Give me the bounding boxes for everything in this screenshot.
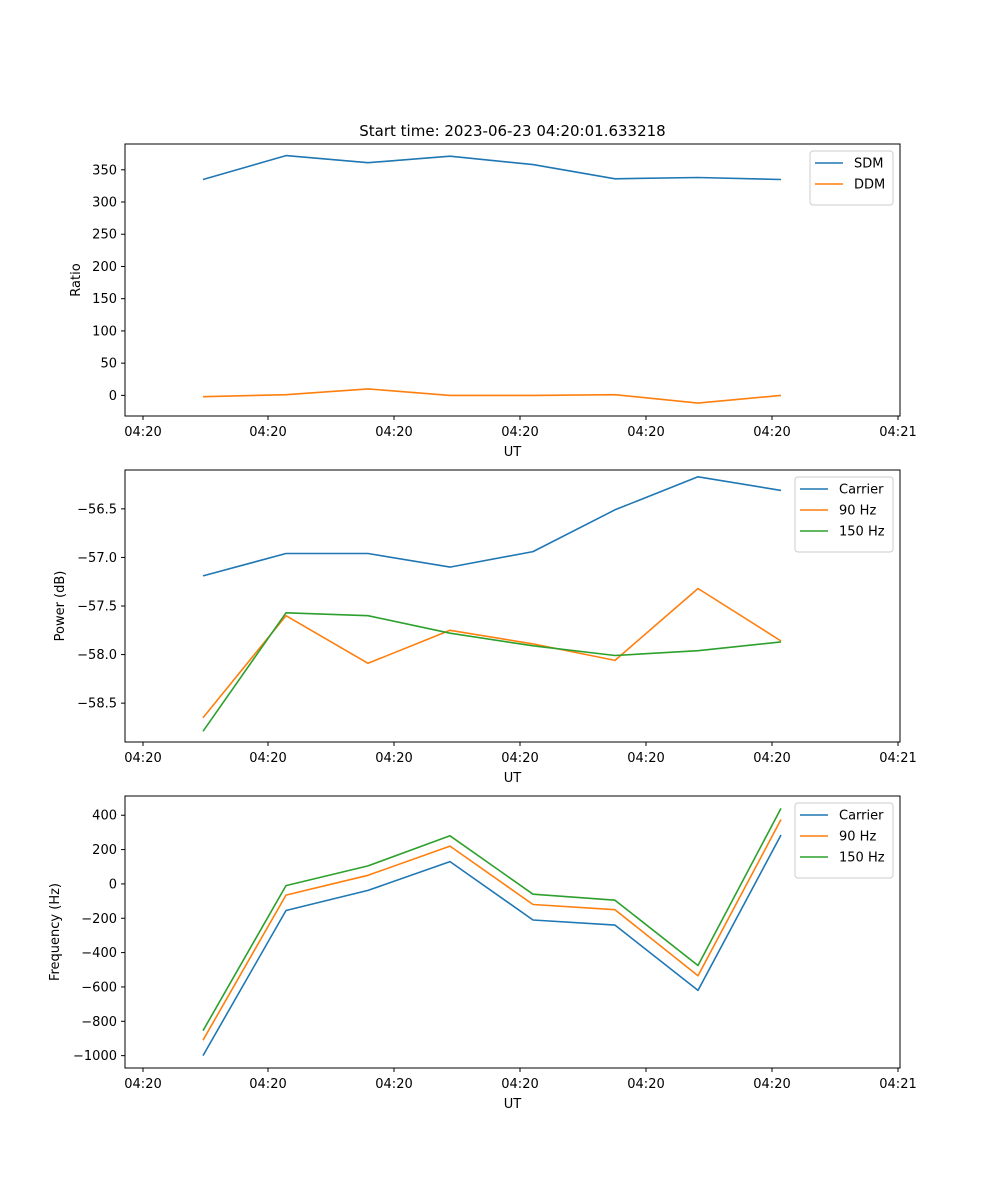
x-tick-label: 04:20 <box>124 425 161 440</box>
legend-entry-90-hz: 90 Hz <box>839 504 876 519</box>
y-tick-label: −800 <box>81 1015 117 1030</box>
legend-entry-carrier: Carrier <box>839 809 884 824</box>
legend-entry-150-hz: 150 Hz <box>839 525 885 540</box>
x-tick-label: 04:20 <box>501 1077 538 1092</box>
legend-entry-90-hz: 90 Hz <box>839 830 876 845</box>
y-tick-label: −1000 <box>73 1049 117 1064</box>
series-line-150-hz <box>202 808 782 1032</box>
y-tick-label: 200 <box>92 843 117 858</box>
y-tick-label: −58.0 <box>77 648 117 663</box>
x-tick-label: 04:20 <box>249 1077 286 1092</box>
x-tick-label: 04:20 <box>501 425 538 440</box>
series-line-90-hz <box>202 587 782 719</box>
y-tick-label: −57.0 <box>77 551 117 566</box>
chart-panel-2: 04:20 04:20 04:20 04:20 04:20 04:20 04:21 −58.5… <box>53 469 917 786</box>
legend: Carrier 90 Hz 150 Hz <box>794 802 894 879</box>
y-tick-label: −200 <box>81 912 117 927</box>
y-tick-label: −58.5 <box>77 697 117 712</box>
y-tick-label: −400 <box>81 946 117 961</box>
axes-frame <box>124 795 901 1069</box>
y-axis-label: Ratio <box>69 263 84 296</box>
x-tick-label: 04:21 <box>879 425 916 440</box>
x-tick-label: 04:20 <box>375 425 412 440</box>
legend-entry-150-hz: 150 Hz <box>839 851 885 866</box>
y-tick-label: 100 <box>92 324 117 339</box>
y-axis-label: Frequency (Hz) <box>48 883 63 981</box>
y-tick-label: 200 <box>92 260 117 275</box>
chart-panel-3: 04:20 04:20 04:20 04:20 04:20 04:20 04:21 −1000… <box>48 795 917 1112</box>
x-tick-label: 04:20 <box>375 751 412 766</box>
x-axis-label: UT <box>504 771 522 786</box>
y-tick-label: 50 <box>100 357 117 372</box>
legend: Carrier 90 Hz 150 Hz <box>794 476 894 553</box>
y-tick-label: 300 <box>92 196 117 211</box>
x-tick-label: 04:20 <box>627 751 664 766</box>
x-tick-label: 04:20 <box>375 1077 412 1092</box>
x-tick-label: 04:20 <box>627 425 664 440</box>
legend-entry-sdm: SDM <box>854 157 883 172</box>
chart-panel-1: 04:20 04:20 04:20 04:20 04:20 04:20 04:21 0 50 10… <box>69 143 917 460</box>
legend-entry-ddm: DDM <box>854 178 885 193</box>
legend: SDM DDM <box>809 150 894 206</box>
series-line-ddm <box>202 388 782 404</box>
x-tick-label: 04:20 <box>753 1077 790 1092</box>
figure-title: Start time: 2023-06-23 04:20:01.633218 <box>359 122 665 140</box>
axes-frame <box>124 143 901 417</box>
y-tick-label: 150 <box>92 292 117 307</box>
x-tick-label: 04:20 <box>501 751 538 766</box>
y-tick-label: −56.5 <box>77 502 117 517</box>
y-tick-label: 250 <box>92 228 117 243</box>
y-tick-label: 400 <box>92 809 117 824</box>
x-tick-label: 04:20 <box>124 1077 161 1092</box>
x-axis-label: UT <box>504 1097 522 1112</box>
x-tick-label: 04:20 <box>753 425 790 440</box>
legend-entry-carrier: Carrier <box>839 483 884 498</box>
series-line-carrier <box>202 475 782 577</box>
x-tick-label: 04:20 <box>249 751 286 766</box>
y-tick-label: −57.5 <box>77 600 117 615</box>
chart-panels: 04:20 04:20 04:20 04:20 04:20 04:20 04:21 0 50 10… <box>48 143 917 1112</box>
y-tick-label: −600 <box>81 980 117 995</box>
y-axis-label: Power (dB) <box>53 571 68 642</box>
x-tick-label: 04:20 <box>753 751 790 766</box>
x-tick-label: 04:20 <box>124 751 161 766</box>
x-tick-label: 04:20 <box>627 1077 664 1092</box>
axes-frame <box>124 469 901 743</box>
series-line-carrier <box>202 834 782 1056</box>
series-line-90-hz <box>202 819 782 1041</box>
legend-box <box>794 476 894 553</box>
x-tick-label: 04:21 <box>879 751 916 766</box>
series-line-sdm <box>202 154 782 181</box>
y-tick-label: 0 <box>109 389 117 404</box>
x-axis-label: UT <box>504 445 522 460</box>
legend-box <box>809 150 894 206</box>
x-tick-label: 04:20 <box>249 425 286 440</box>
y-tick-label: 350 <box>92 163 117 178</box>
y-tick-label: 0 <box>109 877 117 892</box>
legend-box <box>794 802 894 879</box>
series-line-150-hz <box>202 611 782 732</box>
x-tick-label: 04:21 <box>879 1077 916 1092</box>
